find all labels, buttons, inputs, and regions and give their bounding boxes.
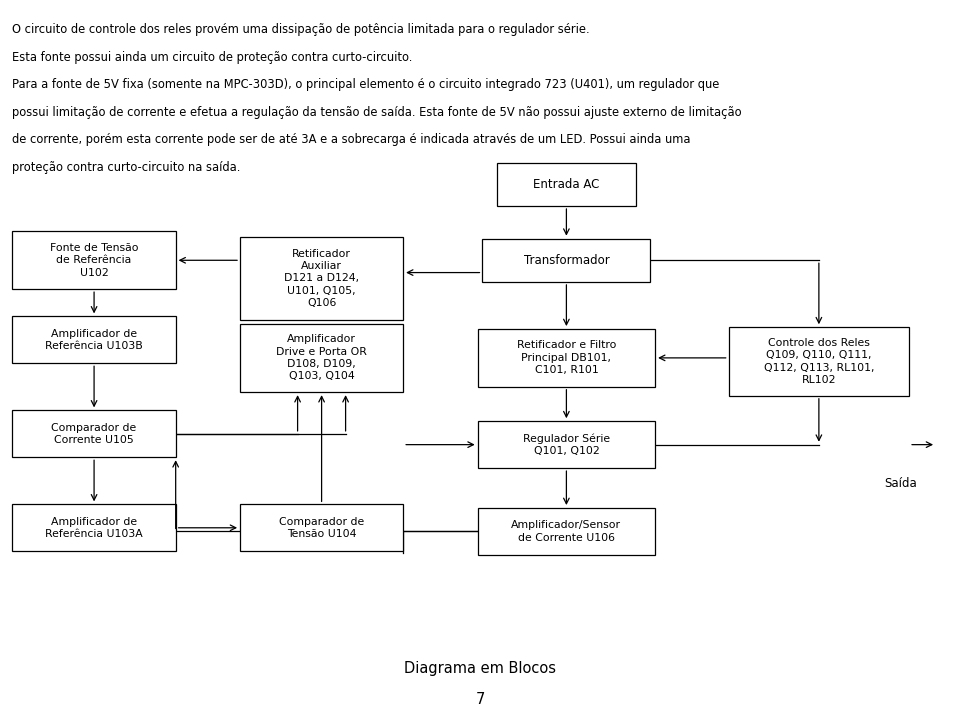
Bar [12,231,176,289]
Text: Amplificador/Sensor
de Corrente U106: Amplificador/Sensor de Corrente U106 [512,521,621,542]
Text: Diagrama em Blocos: Diagrama em Blocos [404,662,556,676]
Text: 7: 7 [475,693,485,707]
Bar [482,239,651,282]
Bar [477,421,655,469]
Bar [497,163,636,206]
Text: possui limitação de corrente e efetua a regulação da tensão de saída. Esta fonte: possui limitação de corrente e efetua a … [12,106,741,119]
Bar [240,324,403,392]
Text: Comparador de
Tensão U104: Comparador de Tensão U104 [279,517,364,539]
Bar [477,329,655,387]
Text: Transformador: Transformador [523,254,610,267]
Text: Fonte de Tensão
de Referência
U102: Fonte de Tensão de Referência U102 [50,243,138,278]
Bar [12,505,176,551]
Text: Regulador Série
Q101, Q102: Regulador Série Q101, Q102 [523,433,610,456]
Bar [240,237,403,320]
Text: proteção contra curto-circuito na saída.: proteção contra curto-circuito na saída. [12,161,240,174]
Text: Amplificador de
Referência U103B: Amplificador de Referência U103B [45,329,143,351]
Text: Amplificador
Drive e Porta OR
D108, D109,
Q103, Q104: Amplificador Drive e Porta OR D108, D109… [276,334,367,382]
Bar [477,508,655,555]
Bar [729,327,909,395]
Bar [12,317,176,363]
Text: O circuito de controle dos reles provém uma dissipação de potência limitada para: O circuito de controle dos reles provém … [12,23,589,36]
Bar [12,410,176,457]
Text: Controle dos Reles
Q109, Q110, Q111,
Q112, Q113, RL101,
RL102: Controle dos Reles Q109, Q110, Q111, Q11… [763,338,875,385]
Text: de corrente, porém esta corrente pode ser de até 3A e a sobrecarga é indicada at: de corrente, porém esta corrente pode se… [12,133,690,146]
Text: Entrada AC: Entrada AC [533,178,600,191]
Text: Retificador e Filtro
Principal DB101,
C101, R101: Retificador e Filtro Principal DB101, C1… [516,341,616,375]
Text: Para a fonte de 5V fixa (somente na MPC-303D), o principal elemento é o circuito: Para a fonte de 5V fixa (somente na MPC-… [12,78,719,91]
Text: Retificador
Auxiliar
D121 a D124,
U101, Q105,
Q106: Retificador Auxiliar D121 a D124, U101, … [284,249,359,308]
Text: Esta fonte possui ainda um circuito de proteção contra curto-circuito.: Esta fonte possui ainda um circuito de p… [12,51,412,64]
Bar [240,505,403,551]
Text: Saída: Saída [884,477,917,490]
Text: Amplificador de
Referência U103A: Amplificador de Referência U103A [45,517,143,539]
Text: Comparador de
Corrente U105: Comparador de Corrente U105 [52,423,136,445]
